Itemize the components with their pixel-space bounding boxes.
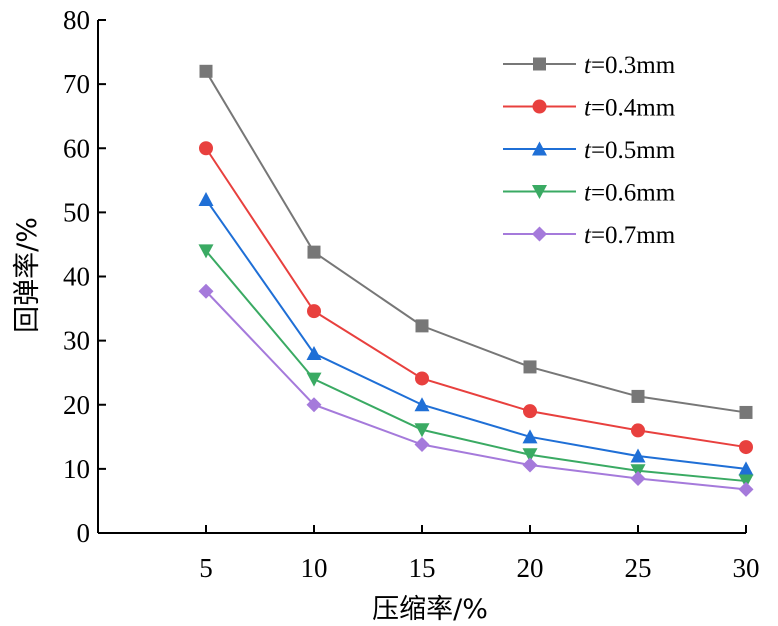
data-point-t=0.3mm-x10 — [307, 245, 321, 259]
y-tick-label-40: 40 — [63, 262, 90, 292]
data-point-t=0.5mm-x30 — [738, 461, 754, 476]
series-layer — [198, 64, 754, 497]
y-tick-label-20: 20 — [63, 390, 90, 420]
data-point-t=0.5mm-x25 — [630, 448, 646, 463]
data-point-t=0.3mm-x15 — [415, 319, 429, 333]
x-tick-label-30: 30 — [733, 553, 760, 583]
x-tick-label-5: 5 — [199, 553, 213, 583]
x-tick-label-25: 25 — [625, 553, 652, 583]
data-point-t=0.7mm-x20 — [522, 457, 538, 473]
legend: t=0.3mm t=0.4mm t=0.5mm t=0.6mm t=0.7mm — [503, 52, 676, 249]
legend-label-t=0.6mm: t=0.6mm — [584, 180, 676, 207]
legend-item-t=0.4mm: t=0.4mm — [503, 95, 676, 122]
legend-item-t=0.5mm: t=0.5mm — [503, 137, 676, 164]
data-point-t=0.4mm-x20 — [523, 404, 537, 419]
data-point-t=0.6mm-x20 — [522, 448, 538, 463]
data-point-t=0.4mm-x5 — [199, 141, 213, 156]
series-t=0.4mm — [199, 141, 753, 455]
x-tick-label-15: 15 — [409, 553, 436, 583]
data-point-t=0.4mm-x15 — [415, 371, 429, 386]
series-t=0.7mm — [198, 283, 754, 497]
data-point-t=0.7mm-x15 — [414, 437, 430, 453]
y-tick-label-10: 10 — [63, 454, 90, 484]
data-point-t=0.5mm-x15 — [414, 397, 430, 412]
series-line-t=0.3mm — [205, 70, 747, 414]
x-axis-title: 压缩率/% — [372, 594, 488, 625]
data-point-t=0.6mm-x10 — [306, 372, 322, 387]
y-axis-title: 回弹率/% — [12, 217, 43, 333]
legend-item-t=0.6mm: t=0.6mm — [503, 180, 676, 207]
data-point-t=0.3mm-x30 — [739, 405, 753, 419]
data-point-t=0.5mm-x5 — [198, 192, 214, 207]
data-point-t=0.4mm-x30 — [739, 440, 753, 455]
legend-item-t=0.3mm: t=0.3mm — [503, 52, 676, 79]
series-line-t=0.6mm — [205, 250, 747, 483]
y-tick-label-50: 50 — [63, 197, 90, 227]
legend-item-t=0.7mm: t=0.7mm — [503, 222, 676, 249]
data-point-t=0.5mm-x20 — [522, 429, 538, 444]
x-tick-label-10: 10 — [301, 553, 328, 583]
x-tick-label-20: 20 — [517, 553, 544, 583]
series-line-t=0.7mm — [205, 290, 747, 491]
series-t=0.3mm — [199, 64, 753, 419]
legend-label-t=0.3mm: t=0.3mm — [584, 52, 676, 79]
data-point-t=0.6mm-x30 — [738, 474, 754, 489]
legend-marker-t=0.6mm — [532, 185, 547, 199]
legend-marker-t=0.5mm — [532, 141, 547, 156]
data-point-t=0.7mm-x5 — [198, 283, 214, 299]
data-point-t=0.3mm-x5 — [199, 64, 213, 78]
data-point-t=0.7mm-x30 — [738, 481, 754, 497]
data-point-t=0.3mm-x25 — [631, 389, 645, 403]
legend-label-t=0.5mm: t=0.5mm — [584, 137, 676, 164]
data-point-t=0.7mm-x10 — [306, 397, 322, 413]
series-t=0.6mm — [198, 244, 754, 489]
data-point-t=0.7mm-x25 — [630, 470, 646, 486]
legend-label-t=0.7mm: t=0.7mm — [584, 222, 676, 249]
series-line-t=0.4mm — [205, 147, 747, 449]
data-point-t=0.6mm-x15 — [414, 423, 430, 438]
data-point-t=0.3mm-x20 — [523, 360, 537, 374]
series-t=0.5mm — [198, 192, 754, 476]
y-tick-label-0: 0 — [77, 518, 91, 548]
axes: 0 10 20 30 40 50 60 70 80 5 10 15 20 25 30 — [63, 5, 760, 583]
legend-marker-t=0.3mm — [533, 57, 546, 71]
y-tick-label-60: 60 — [63, 133, 90, 163]
y-tick-label-70: 70 — [63, 69, 90, 99]
legend-marker-t=0.7mm — [532, 226, 547, 242]
legend-marker-t=0.4mm — [532, 99, 547, 114]
series-line-t=0.5mm — [205, 198, 747, 470]
legend-label-t=0.4mm: t=0.4mm — [584, 95, 676, 122]
data-point-t=0.4mm-x25 — [631, 423, 645, 438]
y-tick-label-80: 80 — [63, 5, 90, 35]
data-point-t=0.4mm-x10 — [307, 304, 321, 319]
y-tick-label-30: 30 — [63, 326, 90, 356]
data-point-t=0.6mm-x5 — [198, 244, 214, 259]
data-point-t=0.5mm-x10 — [306, 345, 322, 360]
